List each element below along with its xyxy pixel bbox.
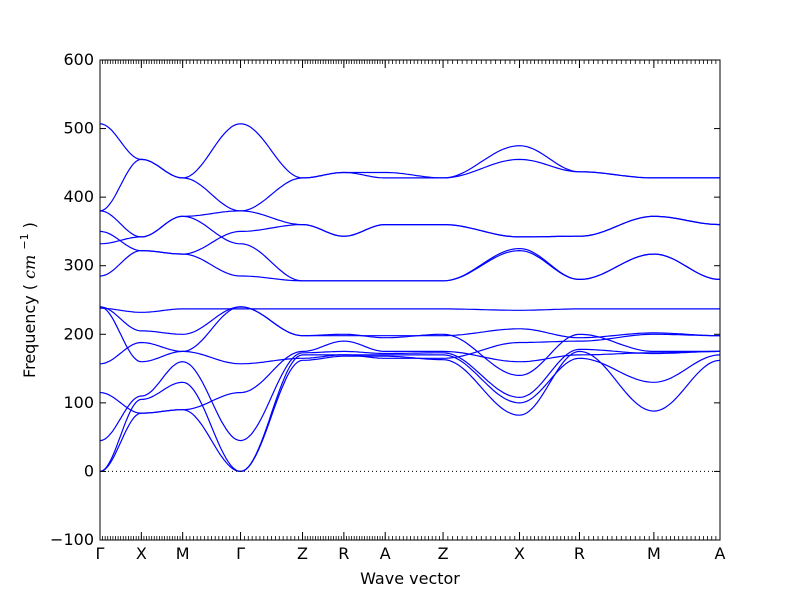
y-tick-label: 300 xyxy=(63,256,94,275)
y-tick-label: 0 xyxy=(84,461,94,480)
band-line-8 xyxy=(100,307,720,313)
x-tick-label: Γ xyxy=(236,544,245,563)
band-line-7 xyxy=(99,306,720,377)
y-tick-label: −100 xyxy=(50,530,94,549)
y-axis-label-unit: cm xyxy=(20,255,39,279)
x-tick-label: X xyxy=(136,544,147,563)
y-tick-label: 100 xyxy=(63,393,94,412)
x-tick-label: R xyxy=(338,544,349,563)
x-tick-label: Γ xyxy=(96,544,105,563)
x-tick-label: M xyxy=(647,544,661,563)
y-axis-label-close: ) xyxy=(20,222,39,228)
y-axis-label-exponent: −1 xyxy=(18,233,31,249)
band-line-5 xyxy=(99,333,720,365)
x-tick-label: Z xyxy=(438,544,449,563)
band-lines xyxy=(99,123,721,473)
band-line-3 xyxy=(99,348,720,442)
plot-frame xyxy=(99,59,721,541)
x-tick-label: A xyxy=(380,544,391,563)
x-tick-label: M xyxy=(176,544,190,563)
y-axis-label: Frequency ( cm −1 ) xyxy=(13,222,39,378)
plot-background xyxy=(100,60,720,540)
y-tick-label: 600 xyxy=(63,50,94,69)
band-line-2 xyxy=(99,354,721,473)
y-axis-label-open: ( xyxy=(20,284,39,290)
band-line-14 xyxy=(99,123,720,179)
x-axis-label: Wave vector xyxy=(360,569,460,588)
x-tick-label: R xyxy=(574,544,585,563)
band-line-4 xyxy=(99,340,720,414)
x-tick-label: X xyxy=(514,544,525,563)
y-axis-label-text: Frequency xyxy=(20,295,39,378)
y-axis-ticks: −100 0 100 200 300 400 500 600 xyxy=(50,50,720,549)
y-tick-label: 500 xyxy=(63,119,94,138)
x-tick-label: A xyxy=(715,544,726,563)
band-line-12 xyxy=(99,210,721,238)
y-tick-label: 200 xyxy=(63,324,94,343)
x-tick-label: Z xyxy=(297,544,308,563)
y-tick-label: 400 xyxy=(63,187,94,206)
